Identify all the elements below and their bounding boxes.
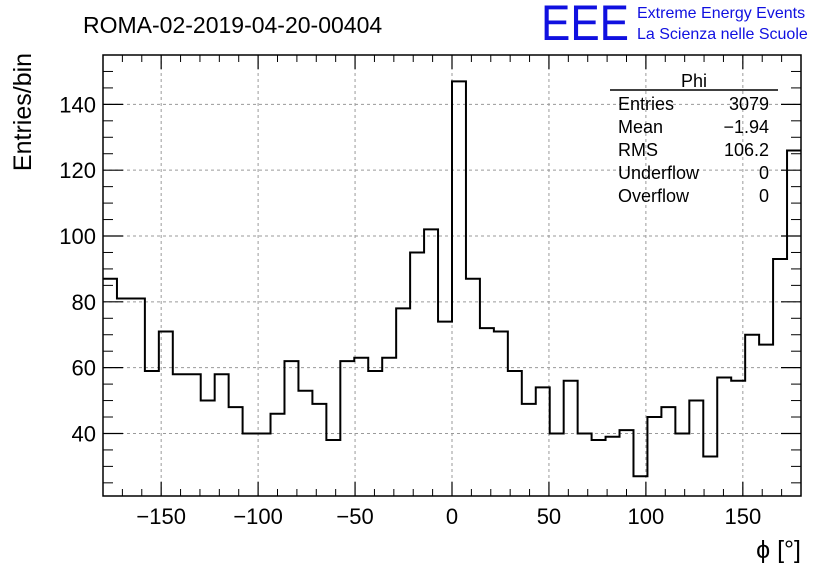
x-tick-label: 0 xyxy=(446,504,458,529)
histogram-bin xyxy=(717,378,731,496)
stats-box: Phi Entries 3079 Mean −1.94 RMS 106.2 Underflo… xyxy=(610,71,778,206)
histogram-bin xyxy=(689,401,703,496)
stats-value: 0 xyxy=(759,163,769,183)
x-tick-label: 50 xyxy=(537,504,561,529)
histogram-bin xyxy=(550,433,564,496)
histogram-bin xyxy=(703,457,717,496)
x-tick-label: 150 xyxy=(724,504,761,529)
histogram-bin xyxy=(229,407,243,496)
histogram-bin xyxy=(480,328,494,496)
histogram-bin xyxy=(201,401,215,496)
histogram-bin xyxy=(103,279,117,496)
stats-value: −1.94 xyxy=(723,117,769,137)
histogram-bin xyxy=(326,440,340,496)
eee-logo-line2: La Scienza nelle Scuole xyxy=(637,26,808,43)
eee-logo-mark: EEE xyxy=(541,0,629,51)
histogram-bin xyxy=(773,259,787,496)
y-tick-label: 40 xyxy=(72,421,96,446)
histogram-bin xyxy=(731,381,745,496)
stats-box-rows: Entries 3079 Mean −1.94 RMS 106.2 Underflow 0 Ov… xyxy=(618,94,769,206)
histogram-bin xyxy=(536,387,550,496)
histogram-bin xyxy=(522,404,536,496)
y-tick-labels: 40 60 80 100 120 140 xyxy=(59,92,96,446)
stats-value: 3079 xyxy=(729,94,769,114)
stats-label: Underflow xyxy=(618,163,700,183)
histogram-bin xyxy=(243,433,257,496)
stats-value: 106.2 xyxy=(724,140,769,160)
x-tick-label: 100 xyxy=(628,504,665,529)
histogram-bin xyxy=(271,414,285,496)
histogram-bin xyxy=(438,322,452,496)
histogram-bars xyxy=(103,80,801,496)
histogram-bin xyxy=(452,81,466,496)
histogram-bin xyxy=(340,361,354,496)
histogram-bin xyxy=(675,433,689,496)
histogram-bin xyxy=(620,430,634,496)
histogram-bin xyxy=(131,299,145,496)
histogram-bin xyxy=(410,252,424,496)
histogram-bin xyxy=(382,358,396,496)
histogram-bin xyxy=(117,299,131,496)
stats-value: 0 xyxy=(759,186,769,206)
histogram-bin xyxy=(368,371,382,496)
histogram-bin xyxy=(298,391,312,496)
stats-box-title: Phi xyxy=(681,71,707,91)
x-axis-label: ϕ [°] xyxy=(756,536,801,564)
axis-ticks xyxy=(103,55,801,496)
y-tick-label: 140 xyxy=(59,92,96,117)
histogram-bin xyxy=(787,150,801,496)
histogram-bin xyxy=(592,440,606,496)
histogram-bin xyxy=(508,371,522,496)
histogram-bin xyxy=(173,374,187,496)
y-tick-label: 60 xyxy=(72,356,96,381)
histogram-bin xyxy=(396,308,410,496)
x-tick-label: −100 xyxy=(233,504,283,529)
histogram-bin xyxy=(606,437,620,496)
y-tick-label: 100 xyxy=(59,224,96,249)
stats-label: Entries xyxy=(618,94,674,114)
histogram-bin xyxy=(661,407,675,496)
histogram-bin xyxy=(424,229,438,496)
histogram-outline xyxy=(103,80,801,478)
histogram-bin xyxy=(494,331,508,496)
y-axis-label: Entries/bin xyxy=(9,53,37,171)
x-tick-labels: −150 −100 −50 0 50 100 150 xyxy=(136,504,761,529)
stats-label: Mean xyxy=(618,117,663,137)
histogram-bin xyxy=(312,404,326,496)
histogram-bin xyxy=(159,331,173,496)
histogram-bin xyxy=(145,371,159,496)
histogram-bin xyxy=(215,374,229,496)
histogram-bin xyxy=(759,345,773,496)
x-tick-label: −150 xyxy=(136,504,186,529)
histogram-bin xyxy=(578,433,592,496)
stats-label: Overflow xyxy=(618,186,690,206)
stats-label: RMS xyxy=(618,140,658,160)
chart-title: ROMA-02-2019-04-20-00404 xyxy=(83,12,382,38)
x-tick-label: −50 xyxy=(336,504,373,529)
y-tick-label: 120 xyxy=(59,158,96,183)
histogram-bin xyxy=(466,279,480,496)
eee-logo-line1: Extreme Energy Events xyxy=(637,5,805,22)
histogram-bin xyxy=(187,374,201,496)
histogram-bin xyxy=(647,417,661,496)
y-tick-label: 80 xyxy=(72,290,96,315)
histogram-bin xyxy=(564,381,578,496)
histogram-bin xyxy=(284,361,298,496)
histogram-bin xyxy=(354,358,368,496)
eee-logo: EEE Extreme Energy Events La Scienza nel… xyxy=(541,0,808,51)
histogram-bin xyxy=(745,335,759,496)
